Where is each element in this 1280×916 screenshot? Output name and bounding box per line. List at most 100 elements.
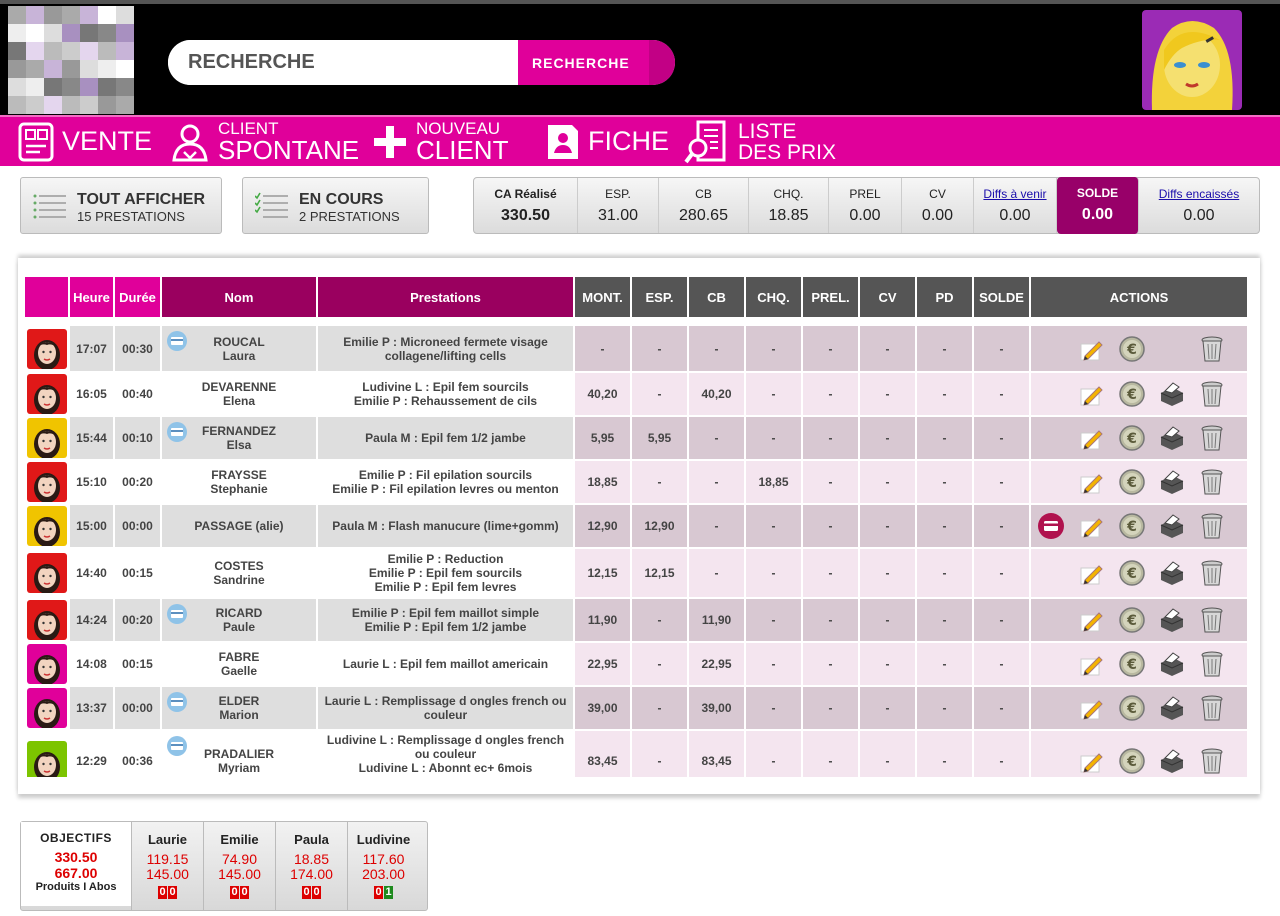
euro-coin-icon[interactable]: € [1119,469,1145,495]
header-nom[interactable]: Nom [162,277,316,317]
prel-cell: - [803,687,858,729]
edit-pencil-icon[interactable] [1079,607,1105,633]
trash-icon[interactable] [1199,606,1225,634]
header-prestations[interactable]: Prestations [318,277,573,317]
trash-icon[interactable] [1199,424,1225,452]
chq-cell: - [746,643,801,685]
nom-cell[interactable]: FABRE Gaelle [162,643,316,685]
trash-icon[interactable] [1199,335,1225,363]
euro-coin-icon[interactable]: € [1119,513,1145,539]
edit-pencil-icon[interactable] [1079,381,1105,407]
trash-icon[interactable] [1199,512,1225,540]
table-row[interactable]: 15:10 00:20 FRAYSSE Stephanie Emilie P : Fil… [25,461,1253,503]
euro-coin-icon[interactable]: € [1119,425,1145,451]
euro-coin-icon[interactable]: € [1119,335,1145,362]
header-duree[interactable]: Durée [115,277,160,317]
header-cb[interactable]: CB [689,277,744,317]
nom-cell[interactable]: ELDER Marion [162,687,316,729]
client-face-icon [26,644,67,684]
printer-icon[interactable] [1159,651,1185,677]
summary-chq-label: CHQ. [773,187,804,201]
printer-icon[interactable] [1159,381,1185,407]
edit-pencil-icon[interactable] [1079,748,1105,774]
table-row[interactable]: 14:24 00:20 RICARD Paule Emilie P : Epil fem… [25,599,1253,641]
edit-pencil-icon[interactable] [1079,425,1105,451]
edit-pencil-icon[interactable] [1079,513,1105,539]
summary-cv-label: CV [929,187,946,201]
printer-icon[interactable] [1159,748,1185,774]
nav-client-spontane[interactable]: CLIENT SPONTANE [170,117,359,166]
prel-cell: - [803,731,858,777]
euro-coin-icon[interactable]: € [1119,381,1145,407]
header-chq[interactable]: CHQ. [746,277,801,317]
diffs-encaisses-link[interactable]: Diffs encaissés [1158,187,1240,201]
edit-pencil-icon[interactable] [1079,560,1105,586]
table-row[interactable]: 14:40 00:15 COSTES Sandrine Emilie P : Reduc… [25,549,1253,597]
euro-coin-icon[interactable]: € [1119,651,1145,677]
trash-icon[interactable] [1199,747,1225,775]
nom-cell[interactable]: FERNANDEZ Elsa [162,417,316,459]
header-prel[interactable]: PREL. [803,277,858,317]
table-row[interactable]: 12:29 00:36 PRADALIER Myriam Ludivine L : Re… [25,731,1253,777]
printer-icon[interactable] [1159,695,1185,721]
prestation-line: Emilie P : Epil fem levres [374,580,517,594]
header-solde[interactable]: SOLDE [974,277,1029,317]
printer-icon[interactable] [1159,425,1185,451]
edit-pencil-icon[interactable] [1079,651,1105,677]
trash-icon[interactable] [1199,380,1225,408]
nom-cell[interactable]: PRADALIER Myriam [162,731,316,777]
filter-en-cours[interactable]: EN COURS 2 PRESTATIONS [242,177,429,234]
search-input[interactable] [168,40,518,85]
edit-pencil-icon[interactable] [1079,695,1105,721]
nom-cell[interactable]: PASSAGE (alie) [162,505,316,547]
euro-coin-icon[interactable]: € [1119,607,1145,633]
filter-tout-afficher[interactable]: TOUT AFFICHER 15 PRESTATIONS [20,177,222,234]
trash-icon[interactable] [1199,694,1225,722]
nom-cell[interactable]: COSTES Sandrine [162,549,316,597]
user-avatar[interactable] [1142,10,1242,110]
objectif-name: Laurie [147,832,187,847]
euro-coin-icon[interactable]: € [1119,748,1145,774]
nav-fiche[interactable]: FICHE [546,117,669,166]
printer-icon[interactable] [1159,469,1185,495]
trash-icon[interactable] [1199,468,1225,496]
header-pd[interactable]: PD [917,277,972,317]
table-row[interactable]: 17:07 00:30 ROUCAL Laura Emilie P : Micronee… [25,326,1253,371]
table-row[interactable]: 14:08 00:15 FABRE Gaelle Laurie L : Epil fem… [25,643,1253,685]
nom-cell[interactable]: DEVARENNE Elena [162,373,316,415]
table-row[interactable]: 16:05 00:40 DEVARENNE Elena Ludivine L : Epi… [25,373,1253,415]
solde-cell: - [974,505,1029,547]
search-button[interactable]: RECHERCHE [518,40,675,85]
client-face-icon [26,506,67,546]
nav-nouveau-client[interactable]: NOUVEAU CLIENT [372,117,508,166]
diffs-a-venir-link[interactable]: Diffs à venir [983,187,1047,201]
nav-liste-prix[interactable]: LISTE DES PRIX [684,117,836,166]
header-mont[interactable]: MONT. [575,277,630,317]
euro-coin-icon[interactable]: € [1119,560,1145,586]
objectif-column: Paula 18.85 174.00 0 0 [275,822,347,910]
nav-vente[interactable]: VENTE [18,117,152,166]
nom-cell[interactable]: FRAYSSE Stephanie [162,461,316,503]
printer-icon[interactable] [1159,513,1185,539]
euro-coin-icon[interactable]: € [1119,695,1145,721]
table-row[interactable]: 13:37 00:00 ELDER Marion Laurie L : Rempliss… [25,687,1253,729]
trash-icon[interactable] [1199,650,1225,678]
nav-nouveau-client-l1: NOUVEAU [416,119,501,138]
summary-bar: CA Réalisé 330.50 ESP. 31.00 CB 280.65 CHQ.… [473,177,1260,234]
table-row[interactable]: 15:44 00:10 FERNANDEZ Elsa Paula M : Epil fe… [25,417,1253,459]
card-payment-icon[interactable] [1037,512,1065,540]
duree-cell: 00:00 [115,687,160,729]
printer-icon[interactable] [1159,607,1185,633]
edit-pencil-icon[interactable] [1079,469,1105,495]
table-row[interactable]: 15:00 00:00 PASSAGE (alie) Paula M : Flash … [25,505,1253,547]
header-esp[interactable]: ESP. [632,277,687,317]
header-heure[interactable]: Heure [70,277,113,317]
solde-cell: - [974,549,1029,597]
summary-diffs-encaisses: Diffs encaissés 0.00 [1139,178,1259,233]
header-cv[interactable]: CV [860,277,915,317]
nom-cell[interactable]: ROUCAL Laura [162,326,316,371]
trash-icon[interactable] [1199,559,1225,587]
edit-pencil-icon[interactable] [1079,336,1105,362]
nom-cell[interactable]: RICARD Paule [162,599,316,641]
printer-icon[interactable] [1159,560,1185,586]
